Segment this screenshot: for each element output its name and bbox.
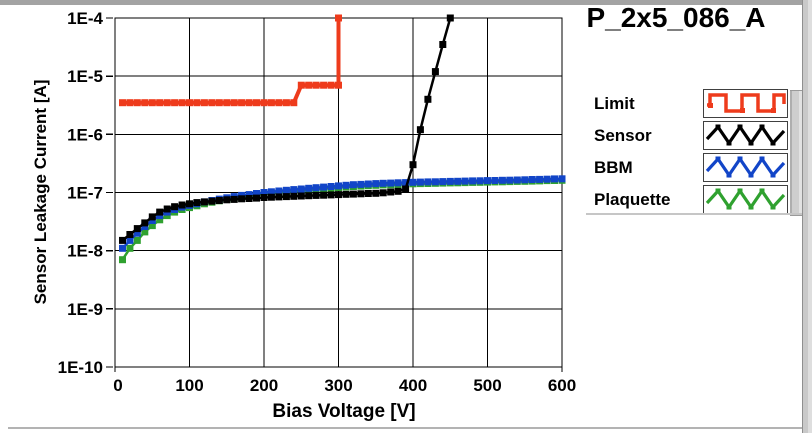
legend-scrollbar[interactable] xyxy=(790,90,802,216)
legend-row-plaquette: Plaquette xyxy=(594,185,788,214)
svg-text:200: 200 xyxy=(250,376,278,395)
sensor-curve-icon[interactable] xyxy=(703,121,788,150)
limit-curve-icon[interactable] xyxy=(703,89,788,118)
legend-label-limit: Limit xyxy=(594,93,635,113)
svg-text:100: 100 xyxy=(175,376,203,395)
svg-text:300: 300 xyxy=(324,376,352,395)
svg-text:400: 400 xyxy=(399,376,427,395)
legend-divider xyxy=(586,213,802,215)
svg-text:1E-8: 1E-8 xyxy=(67,242,103,261)
legend-row-bbm: BBM xyxy=(594,153,788,182)
legend-row-sensor: Sensor xyxy=(594,121,788,150)
svg-text:500: 500 xyxy=(473,376,501,395)
legend-label-plaquette: Plaquette xyxy=(594,189,671,209)
x-axis-title: Bias Voltage [V] xyxy=(272,401,416,422)
svg-text:1E-7: 1E-7 xyxy=(67,184,103,203)
window-top-border xyxy=(0,0,812,5)
legend-label-sensor: Sensor xyxy=(594,125,652,145)
svg-text:1E-5: 1E-5 xyxy=(67,67,103,86)
legend-row-limit: Limit xyxy=(594,89,788,118)
svg-text:0: 0 xyxy=(113,376,122,395)
window-right-border xyxy=(802,0,812,433)
window-bottom-border xyxy=(8,427,802,429)
svg-text:1E-10: 1E-10 xyxy=(58,358,103,377)
plaquette-curve-icon[interactable] xyxy=(703,185,788,214)
legend-label-bbm: BBM xyxy=(594,157,633,177)
svg-text:600: 600 xyxy=(548,376,576,395)
svg-text:1E-9: 1E-9 xyxy=(67,300,103,319)
graph-title: P_2x5_086_A xyxy=(586,2,766,33)
svg-text:1E-6: 1E-6 xyxy=(67,125,103,144)
svg-text:1E-4: 1E-4 xyxy=(67,9,103,28)
bbm-curve-icon[interactable] xyxy=(703,153,788,182)
